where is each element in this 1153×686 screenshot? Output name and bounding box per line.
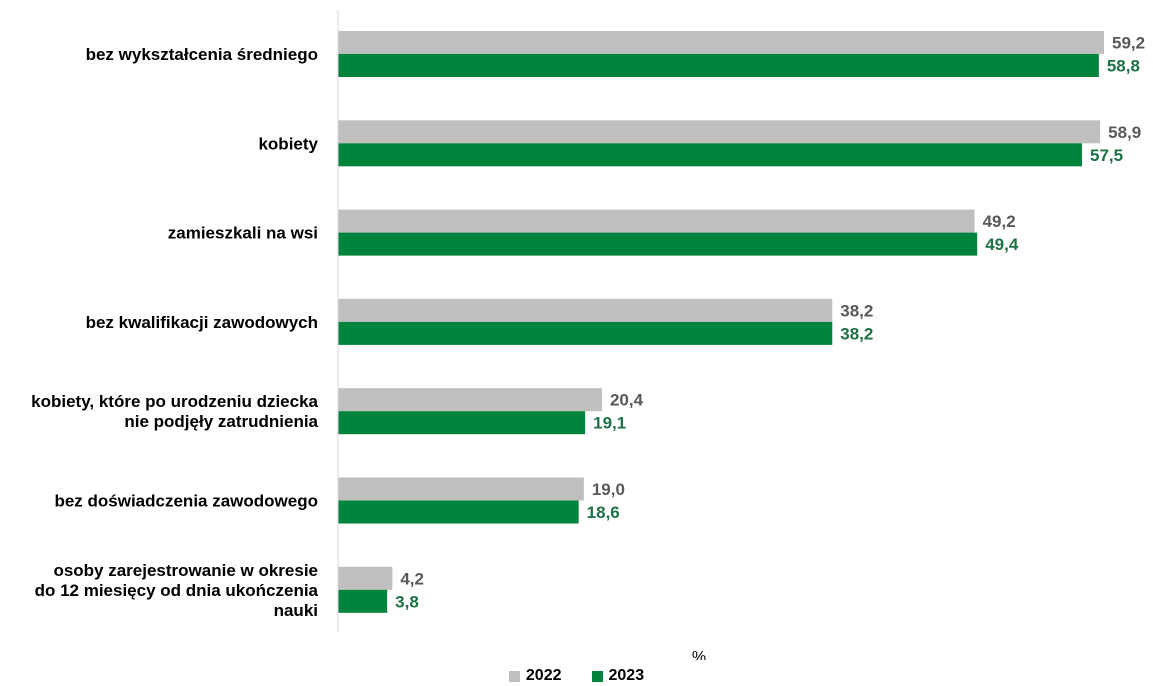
legend-swatch-2023 — [591, 670, 603, 682]
category-label: do 12 miesięcy od dnia ukończenia — [35, 581, 319, 600]
value-label-2022: 49,2 — [983, 212, 1016, 231]
value-label-2023: 57,5 — [1090, 146, 1123, 165]
legend: 2022 2023 — [0, 667, 1153, 685]
value-label-2023: 19,1 — [593, 414, 626, 433]
value-label-2023: 49,4 — [985, 235, 1019, 254]
category-label: zamieszkali na wsi — [168, 224, 318, 243]
value-label-2023: 3,8 — [395, 592, 419, 611]
bars — [338, 31, 1104, 613]
value-label-2022: 58,9 — [1108, 123, 1141, 142]
bar-2023 — [338, 321, 833, 345]
unit-label: % — [692, 649, 706, 660]
legend-item-2023: 2023 — [591, 667, 645, 685]
bar-2022 — [338, 388, 602, 412]
category-label: kobiety — [258, 134, 318, 153]
legend-label-2023: 2023 — [608, 667, 645, 684]
bar-2022 — [338, 298, 833, 322]
value-label-2022: 59,2 — [1112, 34, 1145, 53]
category-label: bez wykształcenia średniego — [86, 45, 318, 64]
category-label: bez doświadczenia zawodowego — [54, 492, 318, 511]
category-label: kobiety, które po urodzeniu dziecka — [31, 392, 318, 411]
bar-2022 — [338, 477, 584, 501]
bar-2022 — [338, 120, 1101, 144]
bar-2022 — [338, 209, 975, 233]
bar-chart: bez wykształcenia średniego kobiety zamies… — [31, 10, 1145, 660]
legend-swatch-2022 — [508, 670, 520, 682]
value-label-2023: 58,8 — [1107, 57, 1140, 76]
bar-2023 — [338, 500, 579, 524]
bar-2023 — [338, 589, 388, 613]
value-label-2023: 38,2 — [840, 324, 873, 343]
category-label: bez kwalifikacji zawodowych — [86, 313, 318, 332]
category-labels: bez wykształcenia średniego kobiety zamies… — [31, 45, 318, 620]
value-label-2022: 20,4 — [610, 391, 644, 410]
bar-2022 — [338, 31, 1104, 54]
bar-2023 — [338, 54, 1099, 77]
value-label-2022: 19,0 — [592, 480, 625, 499]
bar-2023 — [338, 143, 1083, 167]
legend-item-2022: 2022 — [508, 667, 562, 685]
bar-2023 — [338, 411, 586, 435]
legend-label-2022: 2022 — [525, 667, 562, 684]
bar-2023 — [338, 232, 978, 256]
value-label-2022: 38,2 — [840, 301, 873, 320]
category-label: nie podjęły zatrudnienia — [124, 412, 318, 431]
value-label-2022: 4,2 — [400, 569, 424, 588]
category-label: osoby zarejestrowanie w okresie — [53, 561, 318, 580]
bar-2022 — [338, 566, 393, 590]
value-labels: 59,2 58,8 58,9 57,5 49,2 49,4 38,2 38,2 20,4 19,1… — [395, 34, 1145, 612]
value-label-2023: 18,6 — [587, 503, 620, 522]
category-label: nauki — [274, 601, 318, 620]
